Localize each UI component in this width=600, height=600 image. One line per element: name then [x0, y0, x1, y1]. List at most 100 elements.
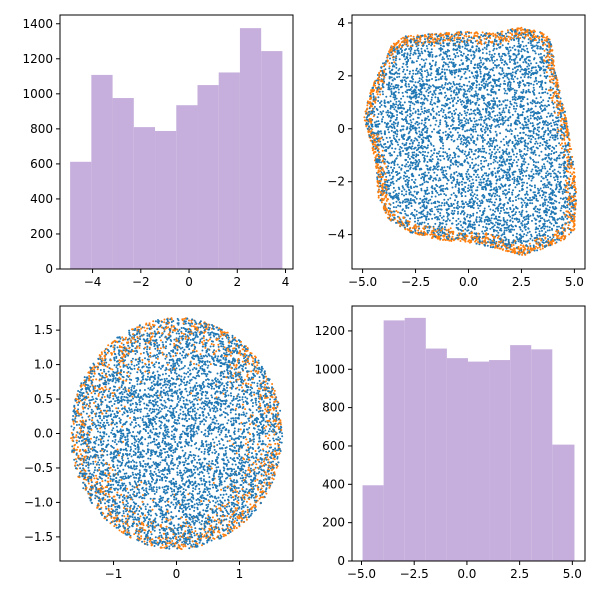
scatter-point-blue	[454, 185, 457, 188]
scatter-point-blue	[432, 93, 434, 96]
scatter-point-blue	[537, 41, 540, 44]
scatter-point-blue	[417, 108, 420, 111]
scatter-point-blue	[391, 180, 394, 183]
scatter-point-blue	[446, 50, 449, 53]
scatter-point-blue	[532, 86, 535, 89]
scatter-point-blue	[414, 128, 417, 131]
scatter-point-blue	[434, 222, 437, 225]
scatter-point-blue	[470, 120, 473, 122]
scatter-point-blue	[501, 164, 504, 167]
scatter-point-blue	[507, 42, 510, 45]
scatter-point-blue	[483, 128, 486, 131]
scatter-point-blue	[386, 109, 389, 112]
scatter-point-orange	[417, 225, 420, 228]
scatter-point-blue	[532, 213, 535, 216]
scatter-point-blue	[510, 74, 513, 77]
scatter-point-blue	[489, 219, 492, 222]
scatter-point-blue	[511, 130, 513, 132]
scatter-point-blue	[467, 205, 470, 208]
scatter-point-blue	[472, 75, 475, 78]
scatter-point-blue	[478, 224, 481, 227]
scatter-point-blue	[515, 161, 518, 164]
scatter-point-blue	[507, 228, 510, 231]
scatter-point-blue	[392, 186, 395, 189]
scatter-point-blue	[509, 55, 512, 58]
scatter-point-blue	[419, 68, 422, 71]
scatter-point-blue	[550, 64, 553, 67]
scatter-point-orange	[491, 40, 494, 43]
scatter-point-blue	[547, 172, 550, 175]
scatter-point-blue	[551, 114, 554, 117]
scatter-point-orange	[509, 38, 512, 40]
scatter-point-blue	[436, 208, 439, 211]
scatter-point-blue	[512, 52, 515, 55]
scatter-point-blue	[492, 106, 495, 109]
scatter-point-blue	[524, 196, 527, 199]
scatter-point-blue	[562, 151, 565, 154]
scatter-point-blue	[455, 87, 458, 90]
scatter-point-blue	[425, 164, 428, 167]
scatter-point-blue	[397, 143, 400, 146]
scatter-point-blue	[450, 135, 453, 138]
scatter-point-blue	[482, 85, 485, 88]
scatter-point-blue	[494, 92, 497, 95]
scatter-point-blue	[463, 217, 466, 220]
scatter-point-blue	[521, 220, 524, 223]
scatter-point-blue	[415, 213, 418, 216]
scatter-point-blue	[498, 89, 500, 91]
scatter-point-blue	[430, 207, 433, 210]
scatter-point-blue	[417, 96, 420, 98]
scatter-point-blue	[527, 134, 530, 137]
scatter-point-blue	[479, 66, 482, 69]
scatter-point-blue	[387, 53, 390, 55]
scatter-point-blue	[396, 170, 398, 173]
scatter-point-blue	[500, 57, 503, 60]
scatter-point-blue	[564, 215, 567, 218]
scatter-point-blue	[542, 99, 545, 102]
scatter-point-blue	[506, 219, 509, 222]
scatter-point-blue	[474, 125, 477, 128]
scatter-point-blue	[377, 86, 380, 89]
histogram-bar	[261, 51, 283, 270]
scatter-point-blue	[476, 97, 479, 100]
scatter-point-orange	[410, 34, 412, 37]
scatter-point-blue	[486, 57, 489, 60]
scatter-point-orange	[522, 250, 525, 253]
scatter-point-orange	[559, 239, 562, 242]
scatter-point-blue	[473, 221, 476, 224]
scatter-point-blue	[463, 124, 466, 127]
scatter-point-blue	[410, 114, 413, 117]
scatter-point-orange	[568, 233, 571, 236]
scatter-point-blue	[533, 58, 535, 61]
scatter-point-orange	[517, 27, 520, 30]
scatter-point-blue	[429, 176, 432, 179]
scatter-point-blue	[413, 139, 416, 142]
scatter-point-blue	[436, 166, 439, 168]
scatter-point-blue	[473, 169, 476, 172]
scatter-point-blue	[553, 199, 556, 202]
scatter-point-blue	[481, 236, 484, 238]
scatter-point-blue	[437, 34, 440, 37]
scatter-point-blue	[502, 138, 505, 141]
scatter-point-blue	[441, 226, 444, 228]
scatter-point-blue	[546, 220, 549, 222]
scatter-point-blue	[504, 119, 507, 122]
scatter-point-blue	[461, 234, 464, 237]
scatter-point-blue	[484, 126, 487, 129]
scatter-point-blue	[390, 166, 393, 169]
scatter-point-orange	[379, 93, 382, 96]
scatter-point-blue	[413, 190, 416, 193]
scatter-point-orange	[562, 118, 565, 121]
scatter-point-blue	[495, 66, 498, 69]
scatter-point-blue	[507, 31, 510, 34]
scatter-point-blue	[392, 206, 395, 209]
scatter-point-blue	[456, 207, 459, 210]
scatter-point-blue	[469, 102, 472, 105]
scatter-point-blue	[441, 115, 444, 118]
scatter-point-blue	[481, 188, 484, 190]
scatter-point-blue	[427, 110, 430, 113]
scatter-point-blue	[445, 194, 447, 197]
scatter-point-blue	[477, 47, 480, 50]
scatter-point-blue	[532, 49, 534, 52]
scatter-point-blue	[420, 47, 423, 50]
